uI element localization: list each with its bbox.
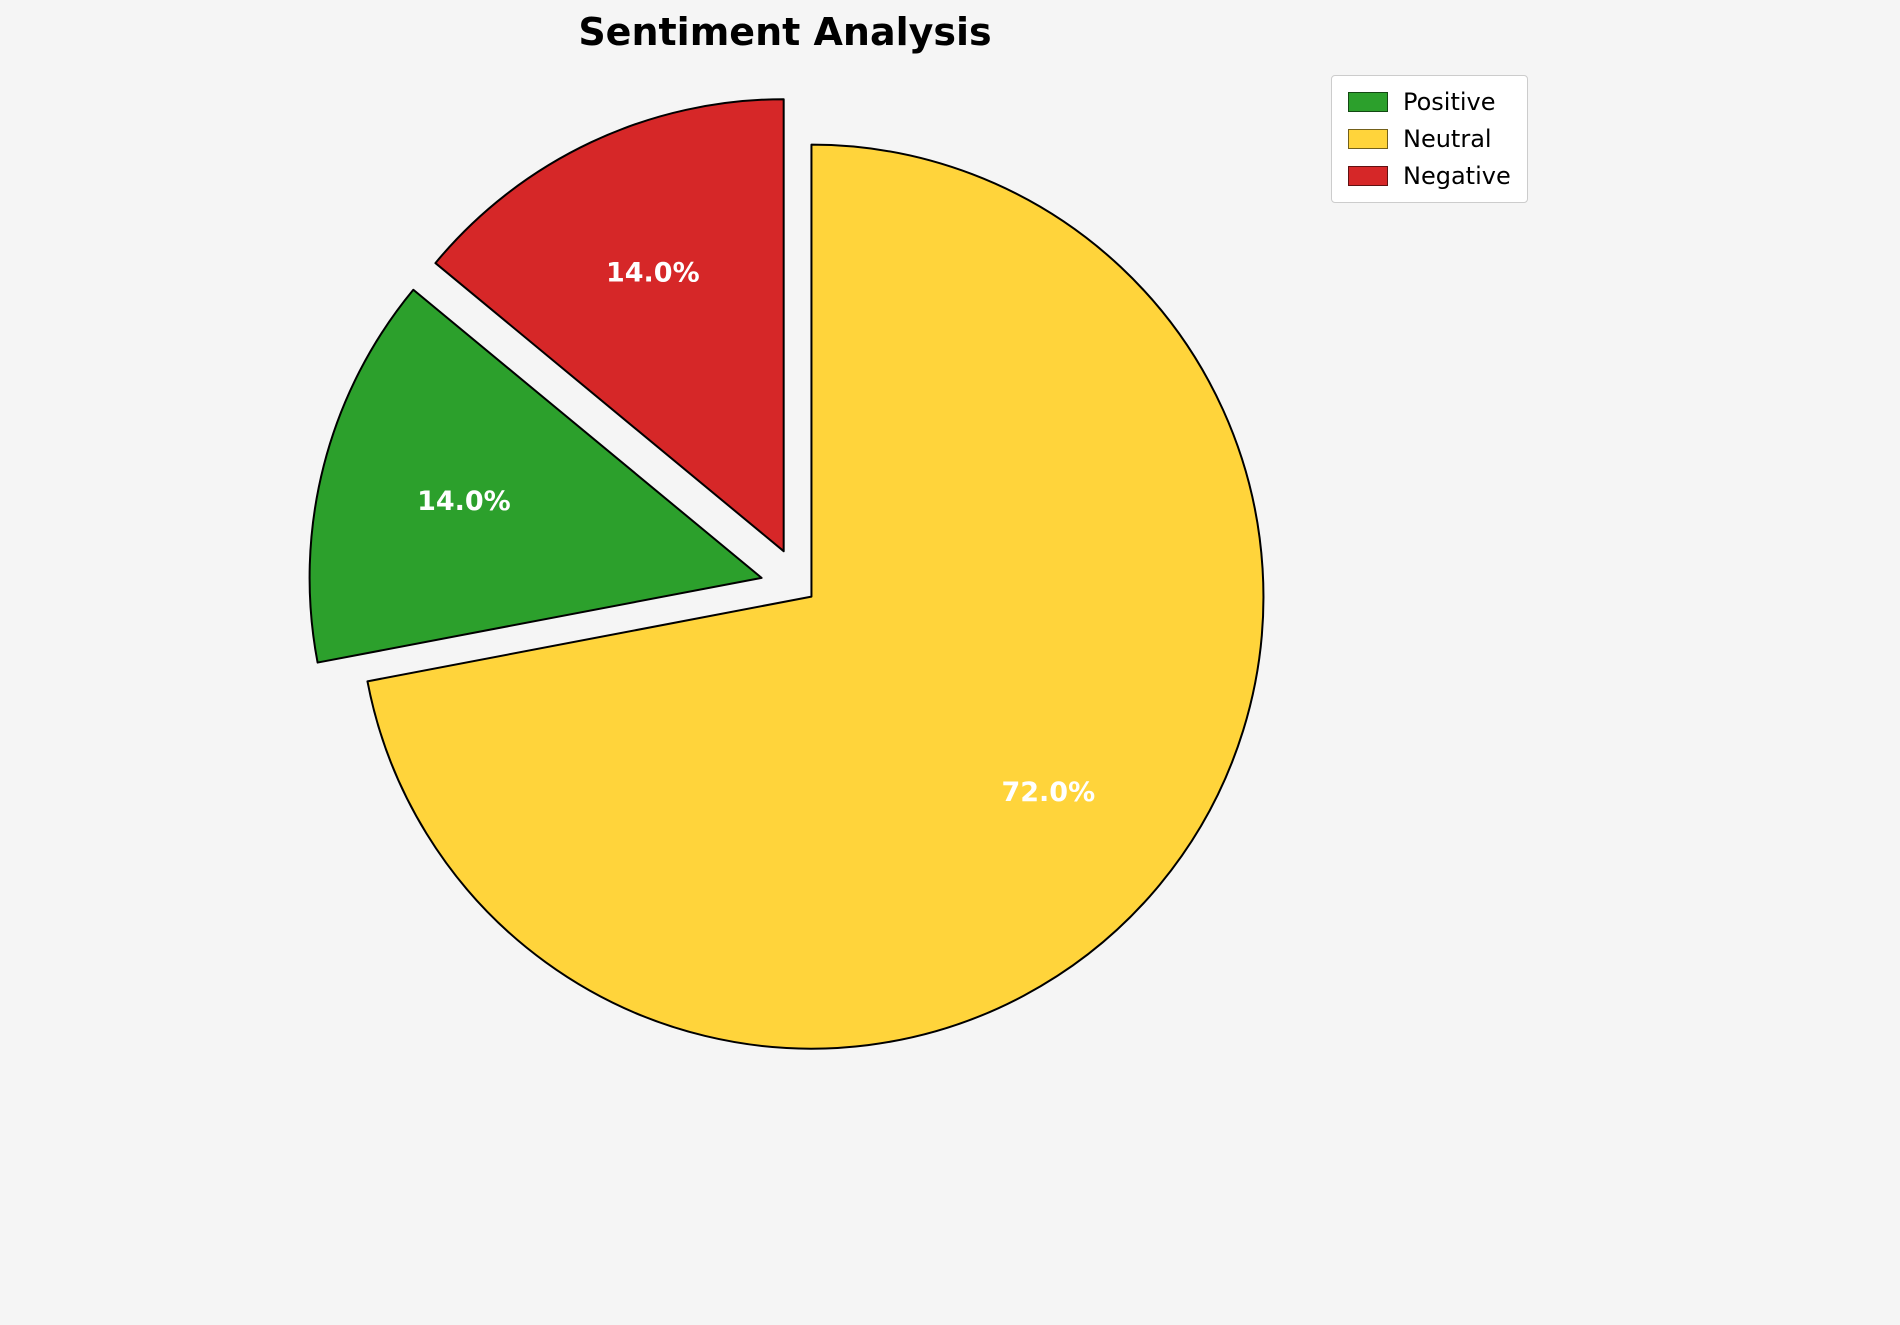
legend: Positive Neutral Negative — [1331, 75, 1528, 203]
legend-label-neutral: Neutral — [1403, 125, 1492, 153]
pie-slice-negative — [434, 98, 785, 553]
legend-swatch-neutral-icon — [1348, 129, 1388, 149]
pie-slice-positive — [308, 288, 763, 664]
legend-item-neutral: Neutral — [1348, 125, 1511, 153]
legend-item-positive: Positive — [1348, 88, 1511, 116]
chart-title: Sentiment Analysis — [578, 10, 992, 54]
legend-swatch-positive-icon — [1348, 92, 1388, 112]
pct-label-negative: 14.0% — [606, 258, 700, 289]
pct-label-neutral: 72.0% — [1001, 777, 1095, 808]
legend-label-negative: Negative — [1403, 162, 1511, 190]
legend-label-positive: Positive — [1403, 88, 1496, 116]
pie-slice-neutral — [366, 143, 1265, 1050]
legend-item-negative: Negative — [1348, 162, 1511, 190]
pct-label-positive: 14.0% — [417, 486, 511, 517]
legend-swatch-negative-icon — [1348, 166, 1388, 186]
